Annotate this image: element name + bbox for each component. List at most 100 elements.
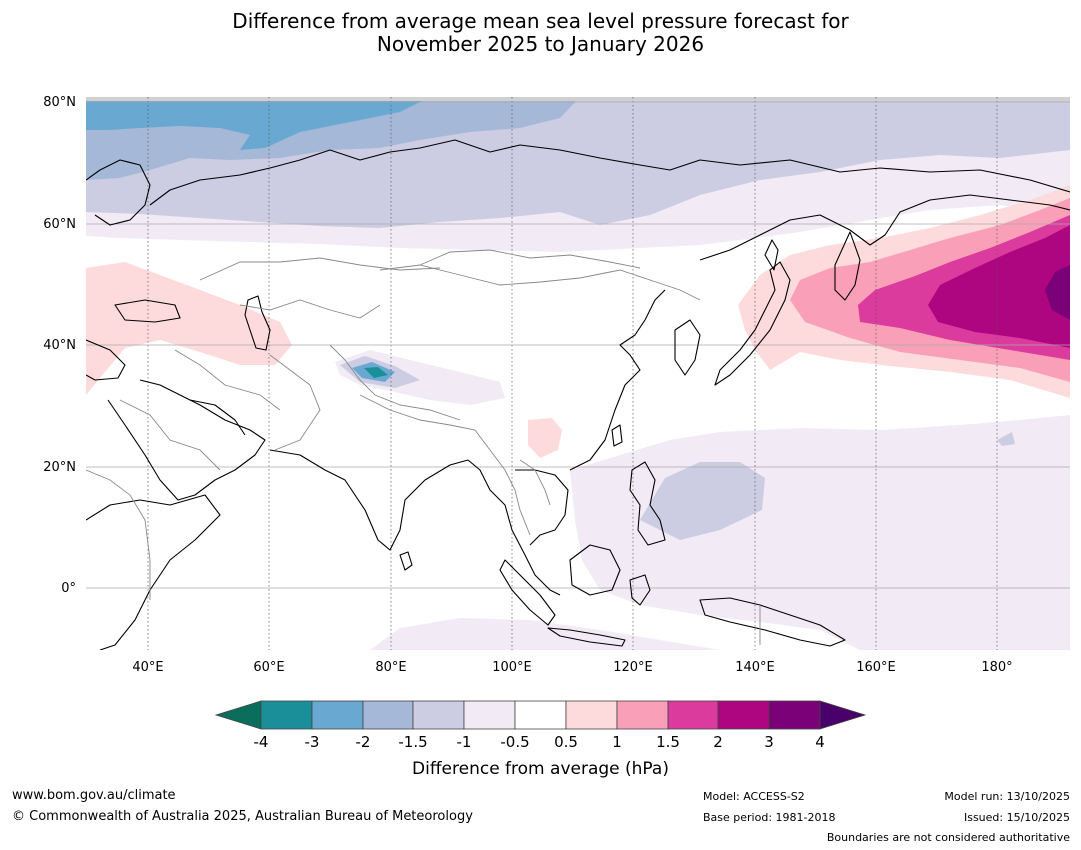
colorbar-tick: -3 (304, 733, 320, 751)
colorbar-bin (362, 700, 414, 730)
arctic-coast (149, 139, 1070, 206)
china-coast (569, 289, 666, 471)
lon-label-180: 180° (981, 660, 1013, 675)
border-india-nepal-china (359, 394, 491, 451)
map-title: Difference from average mean sea level p… (0, 10, 1081, 56)
anomaly-region-north-pacific-small-negative (997, 432, 1015, 446)
colorbar-tick: -1 (456, 733, 472, 751)
colorbar-bin (463, 700, 516, 730)
colorbar-bin (768, 700, 821, 730)
colorbar-extend-low (214, 700, 262, 730)
colorbar-tick: -2 (355, 733, 371, 751)
border-china-west (329, 344, 461, 421)
borneo (569, 544, 621, 596)
lon-label-120e: 120°E (613, 660, 653, 675)
japan (714, 261, 791, 386)
africa-horn (86, 494, 221, 650)
colorbar-tick: 1 (612, 733, 622, 751)
indochina-coast (515, 469, 569, 546)
border-russia-kazakhstan (199, 257, 441, 281)
colorbar-tick: -0.5 (500, 733, 530, 751)
colorbar-bin (667, 700, 719, 730)
taiwan (611, 424, 623, 447)
anomaly-region-turkey-weak-positive (86, 272, 168, 360)
anomaly-region-indian-ocean-weak-negative (370, 618, 720, 650)
sri-lanka (399, 551, 413, 571)
korea (674, 319, 701, 376)
title-line-1: Difference from average mean sea level p… (232, 9, 849, 33)
black-sea (114, 299, 181, 323)
colorbar-tick: 2 (713, 733, 723, 751)
persian-gulf (189, 399, 246, 436)
anomaly-region-pacific-strong-positive (928, 225, 1070, 348)
lat-label-20n: 20°N (43, 460, 76, 475)
lon-label-40e: 40°E (132, 660, 164, 675)
new-guinea (699, 597, 846, 647)
title-line-2: November 2025 to January 2026 (376, 32, 705, 56)
colorbar-tick: 4 (815, 733, 825, 751)
colorbar-bin (717, 700, 770, 730)
colorbar-tick: 0.5 (554, 733, 578, 751)
border-mongolia-russia (419, 249, 641, 269)
scandinavia-coast (86, 159, 151, 226)
colorbar-tick: 3 (764, 733, 774, 751)
lon-label-60e: 60°E (253, 660, 285, 675)
lat-label-80n: 80°N (43, 95, 76, 110)
border-china-mongolia (379, 264, 701, 301)
sulawesi (629, 574, 651, 606)
coastlines (86, 139, 1070, 650)
anomaly-region-tibet-strong-negative (364, 367, 388, 378)
colorbar-bin (412, 700, 465, 730)
colorbar-label: Difference from average (hPa) (412, 759, 669, 779)
base-period: Base period: 1981-2018 (703, 811, 836, 824)
kamchatka (834, 231, 861, 301)
colorbar-bin (260, 700, 313, 730)
colorbar-extend-high (819, 700, 867, 730)
lat-label-0: 0° (61, 581, 76, 596)
border-africa (86, 469, 151, 600)
pressure-anomaly-map (86, 97, 1070, 650)
boundaries-disclaimer: Boundaries are not considered authoritat… (826, 831, 1070, 844)
border-laos-vietnam (519, 459, 551, 506)
map-area (86, 97, 1070, 650)
sumatra (499, 559, 556, 626)
colorbar-bin (616, 700, 669, 730)
country-borders (86, 249, 761, 645)
border-arabia (119, 399, 221, 471)
lon-label-140e: 140°E (735, 660, 775, 675)
copyright-text: © Commonwealth of Australia 2025, Austra… (12, 809, 473, 824)
anomaly-region-south-china-positive (528, 418, 562, 458)
caspian-sea (244, 295, 271, 351)
colorbar-tick: 1.5 (656, 733, 680, 751)
okhotsk-kamchatka-coast (699, 194, 1070, 261)
border-myanmar-thailand (489, 449, 531, 536)
polar-no-data-strip (86, 97, 1070, 101)
lon-label-80e: 80°E (375, 660, 407, 675)
india-coast (269, 449, 469, 551)
graticule (147, 97, 998, 650)
colorbar-bin (514, 700, 567, 730)
mediterranean-east (86, 339, 126, 381)
lon-label-100e: 100°E (492, 660, 532, 675)
lat-label-60n: 60°N (43, 217, 76, 232)
colorbar-bin (565, 700, 618, 730)
border-iran (174, 349, 281, 411)
java (547, 627, 626, 647)
lon-label-160e: 160°E (856, 660, 896, 675)
model-run-date: Model run: 13/10/2025 (944, 790, 1070, 803)
border-afghanistan-pakistan (269, 354, 321, 451)
colorbar-tick: -1.5 (398, 733, 428, 751)
model-name: Model: ACCESS-S2 (703, 790, 805, 803)
sakhalin (764, 239, 779, 271)
colorbar-bin (311, 700, 364, 730)
border-kazakhstan-south (239, 299, 381, 319)
anomaly-region-arctic-strong-negative (86, 97, 430, 150)
website-link[interactable]: www.bom.gov.au/climate (12, 788, 176, 803)
bay-of-bengal-coast (467, 459, 561, 596)
colorbar-tick: -4 (253, 733, 269, 751)
issued-date: Issued: 15/10/2025 (963, 811, 1070, 824)
anomaly-region-pacific-peak-positive (1045, 265, 1070, 320)
anomaly-region-philippine-sea-negative (640, 462, 765, 540)
lat-label-40n: 40°N (43, 338, 76, 353)
